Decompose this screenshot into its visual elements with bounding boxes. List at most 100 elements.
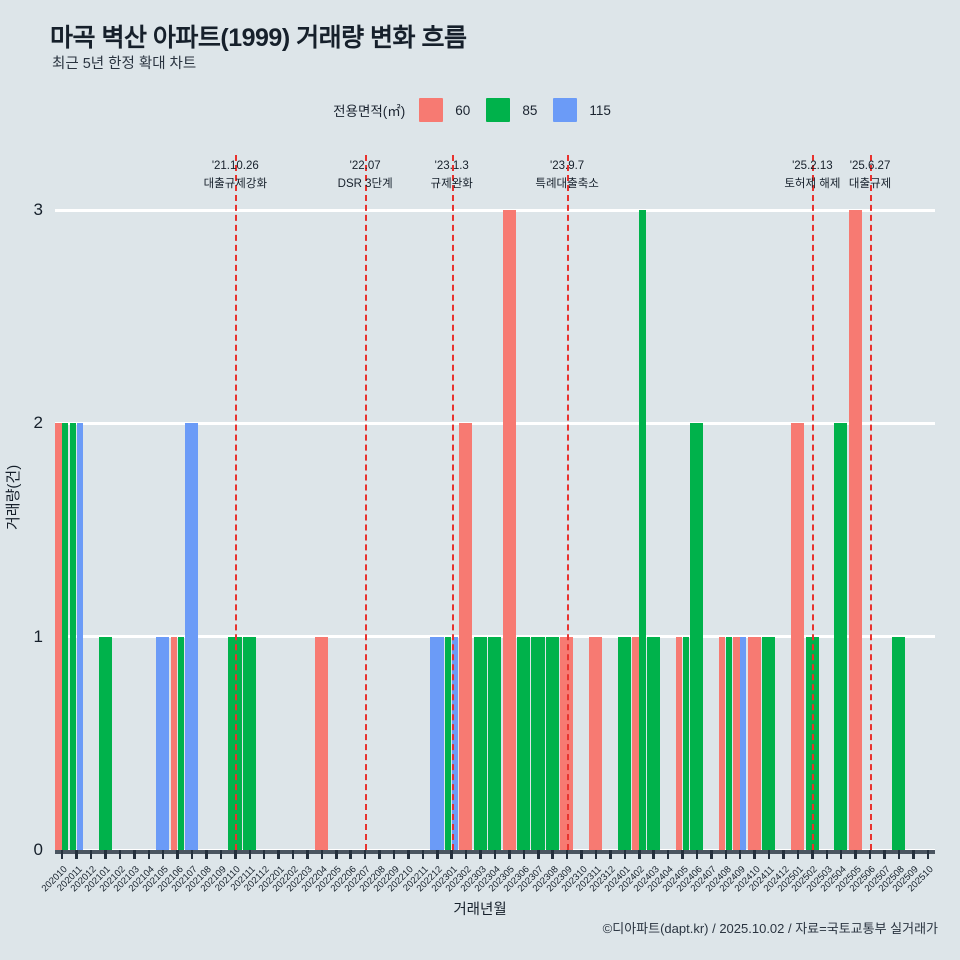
bar-202501-60[interactable] <box>791 423 805 850</box>
bar-202411-85[interactable] <box>762 636 776 850</box>
y-tick-label-0: 0 <box>33 840 43 859</box>
bar-202011-115[interactable] <box>76 423 83 850</box>
bar-202505-60[interactable] <box>848 210 862 850</box>
bar-202111-85[interactable] <box>242 636 256 850</box>
legend-label-85: 85 <box>522 102 538 118</box>
x-tick-202112 <box>262 850 266 859</box>
x-tick-202012 <box>89 850 93 859</box>
legend-swatch-115 <box>553 98 578 122</box>
x-tick-202010 <box>60 850 64 859</box>
bar-202011-85[interactable] <box>69 423 77 850</box>
bar-202010-85[interactable] <box>62 423 69 850</box>
x-tick-202105 <box>161 850 165 859</box>
x-tick-202311 <box>594 850 598 859</box>
x-tick-202405 <box>681 850 684 859</box>
bar-202311-60[interactable] <box>589 636 603 850</box>
legend-entry-85[interactable]: 85 <box>486 98 537 122</box>
x-tick-202306 <box>522 850 526 859</box>
x-tick-202103 <box>133 850 136 859</box>
bar-202105-115[interactable] <box>156 636 170 850</box>
annotation-event-0: 대출규제강화 <box>203 178 268 190</box>
bar-202508-85[interactable] <box>892 636 906 850</box>
annotation-date-4: '25.2.13 <box>792 160 833 172</box>
y-axis-title: 거래량(건) <box>5 464 22 530</box>
bar-202305-60[interactable] <box>502 210 516 850</box>
x-tick-202304 <box>493 850 497 859</box>
annotation-line-1 <box>365 155 368 850</box>
bar-202301-85[interactable] <box>444 636 452 850</box>
gridline-y-3 <box>55 208 935 212</box>
annotation-label-2: '23.1.3 규제완화 <box>431 160 473 191</box>
annotation-event-1: DSR 3단계 <box>337 178 393 190</box>
x-tick-202406 <box>695 850 699 859</box>
x-tick-202505 <box>854 850 857 859</box>
chart-plot-area <box>55 155 935 852</box>
bar-202402-60[interactable] <box>632 636 639 850</box>
annotation-line-0 <box>235 155 238 850</box>
annotation-label-1: '22.07 DSR 3단계 <box>338 160 393 191</box>
bar-202405-85[interactable] <box>682 636 689 850</box>
x-tick-202101 <box>104 850 107 859</box>
bar-202307-85[interactable] <box>531 636 545 850</box>
annotation-line-4 <box>812 155 815 850</box>
annotation-date-3: '23.9.7 <box>550 160 585 172</box>
annotation-event-4: 토허제 해제 <box>784 178 841 190</box>
annotation-date-2: '23.1.3 <box>434 160 469 172</box>
x-tick-202202 <box>291 850 295 859</box>
x-tick-202208 <box>378 850 381 859</box>
annotation-event-2: 규제완화 <box>430 178 473 190</box>
x-tick-202402 <box>638 850 641 859</box>
bar-202309-60[interactable] <box>560 636 574 850</box>
bar-202106-85[interactable] <box>177 636 184 850</box>
annotation-label-0: '21.10.26 대출규제강화 <box>204 160 267 191</box>
x-tick-202104 <box>147 850 151 859</box>
chart-legend: 전용면적(㎡) 60 85 115 <box>0 98 960 122</box>
bar-202410-60[interactable] <box>747 636 761 850</box>
bar-202406-85[interactable] <box>690 423 704 850</box>
legend-entry-60[interactable]: 60 <box>419 98 470 122</box>
x-tick-202205 <box>335 850 338 859</box>
bar-202401-85[interactable] <box>617 636 632 850</box>
bar-202010-60[interactable] <box>55 423 62 850</box>
bar-202301-115[interactable] <box>451 636 458 850</box>
annotation-event-3: 특례대출축소 <box>535 178 599 190</box>
x-tick-202502 <box>811 850 814 859</box>
x-tick-202209 <box>392 850 396 859</box>
x-tick-202109 <box>219 850 223 859</box>
x-tick-202203 <box>306 850 309 859</box>
bar-202306-85[interactable] <box>517 636 531 850</box>
annotation-date-0: '21.10.26 <box>211 160 259 172</box>
bar-202409-60[interactable] <box>733 636 740 850</box>
bar-202101-85[interactable] <box>98 636 112 850</box>
bar-202405-60[interactable] <box>675 636 682 850</box>
bar-202204-60[interactable] <box>315 636 329 850</box>
x-tick-202102 <box>118 850 122 859</box>
bar-202304-85[interactable] <box>488 636 502 850</box>
bar-202106-60[interactable] <box>170 636 178 850</box>
y-tick-label-3: 3 <box>33 200 43 219</box>
bar-202308-85[interactable] <box>545 636 559 850</box>
x-tick-202412 <box>782 850 785 859</box>
annotation-line-2 <box>451 155 454 850</box>
bar-202409-115[interactable] <box>740 636 747 850</box>
x-tick-202508 <box>897 850 901 859</box>
page-subtitle: 최근 5년 한정 확대 차트 <box>52 56 197 72</box>
bar-202212-115[interactable] <box>430 636 444 850</box>
bar-202107-115[interactable] <box>185 423 199 850</box>
x-tick-202301 <box>450 850 453 859</box>
bar-202303-85[interactable] <box>473 636 487 850</box>
x-tick-202212 <box>436 850 439 859</box>
bar-202408-85[interactable] <box>725 636 733 850</box>
bar-202402-85[interactable] <box>639 210 646 850</box>
bar-202302-60[interactable] <box>459 423 473 850</box>
x-tick-202310 <box>580 850 583 859</box>
bar-202502-85[interactable] <box>805 636 819 850</box>
legend-entry-115[interactable]: 115 <box>553 98 611 122</box>
gridline-y-2 <box>55 421 935 425</box>
bar-202110-85[interactable] <box>228 636 242 850</box>
bar-202403-85[interactable] <box>646 636 660 850</box>
bar-202504-85[interactable] <box>834 423 848 850</box>
x-tick-202411 <box>767 850 771 859</box>
bar-202408-60[interactable] <box>718 636 726 850</box>
x-tick-202410 <box>753 850 756 859</box>
